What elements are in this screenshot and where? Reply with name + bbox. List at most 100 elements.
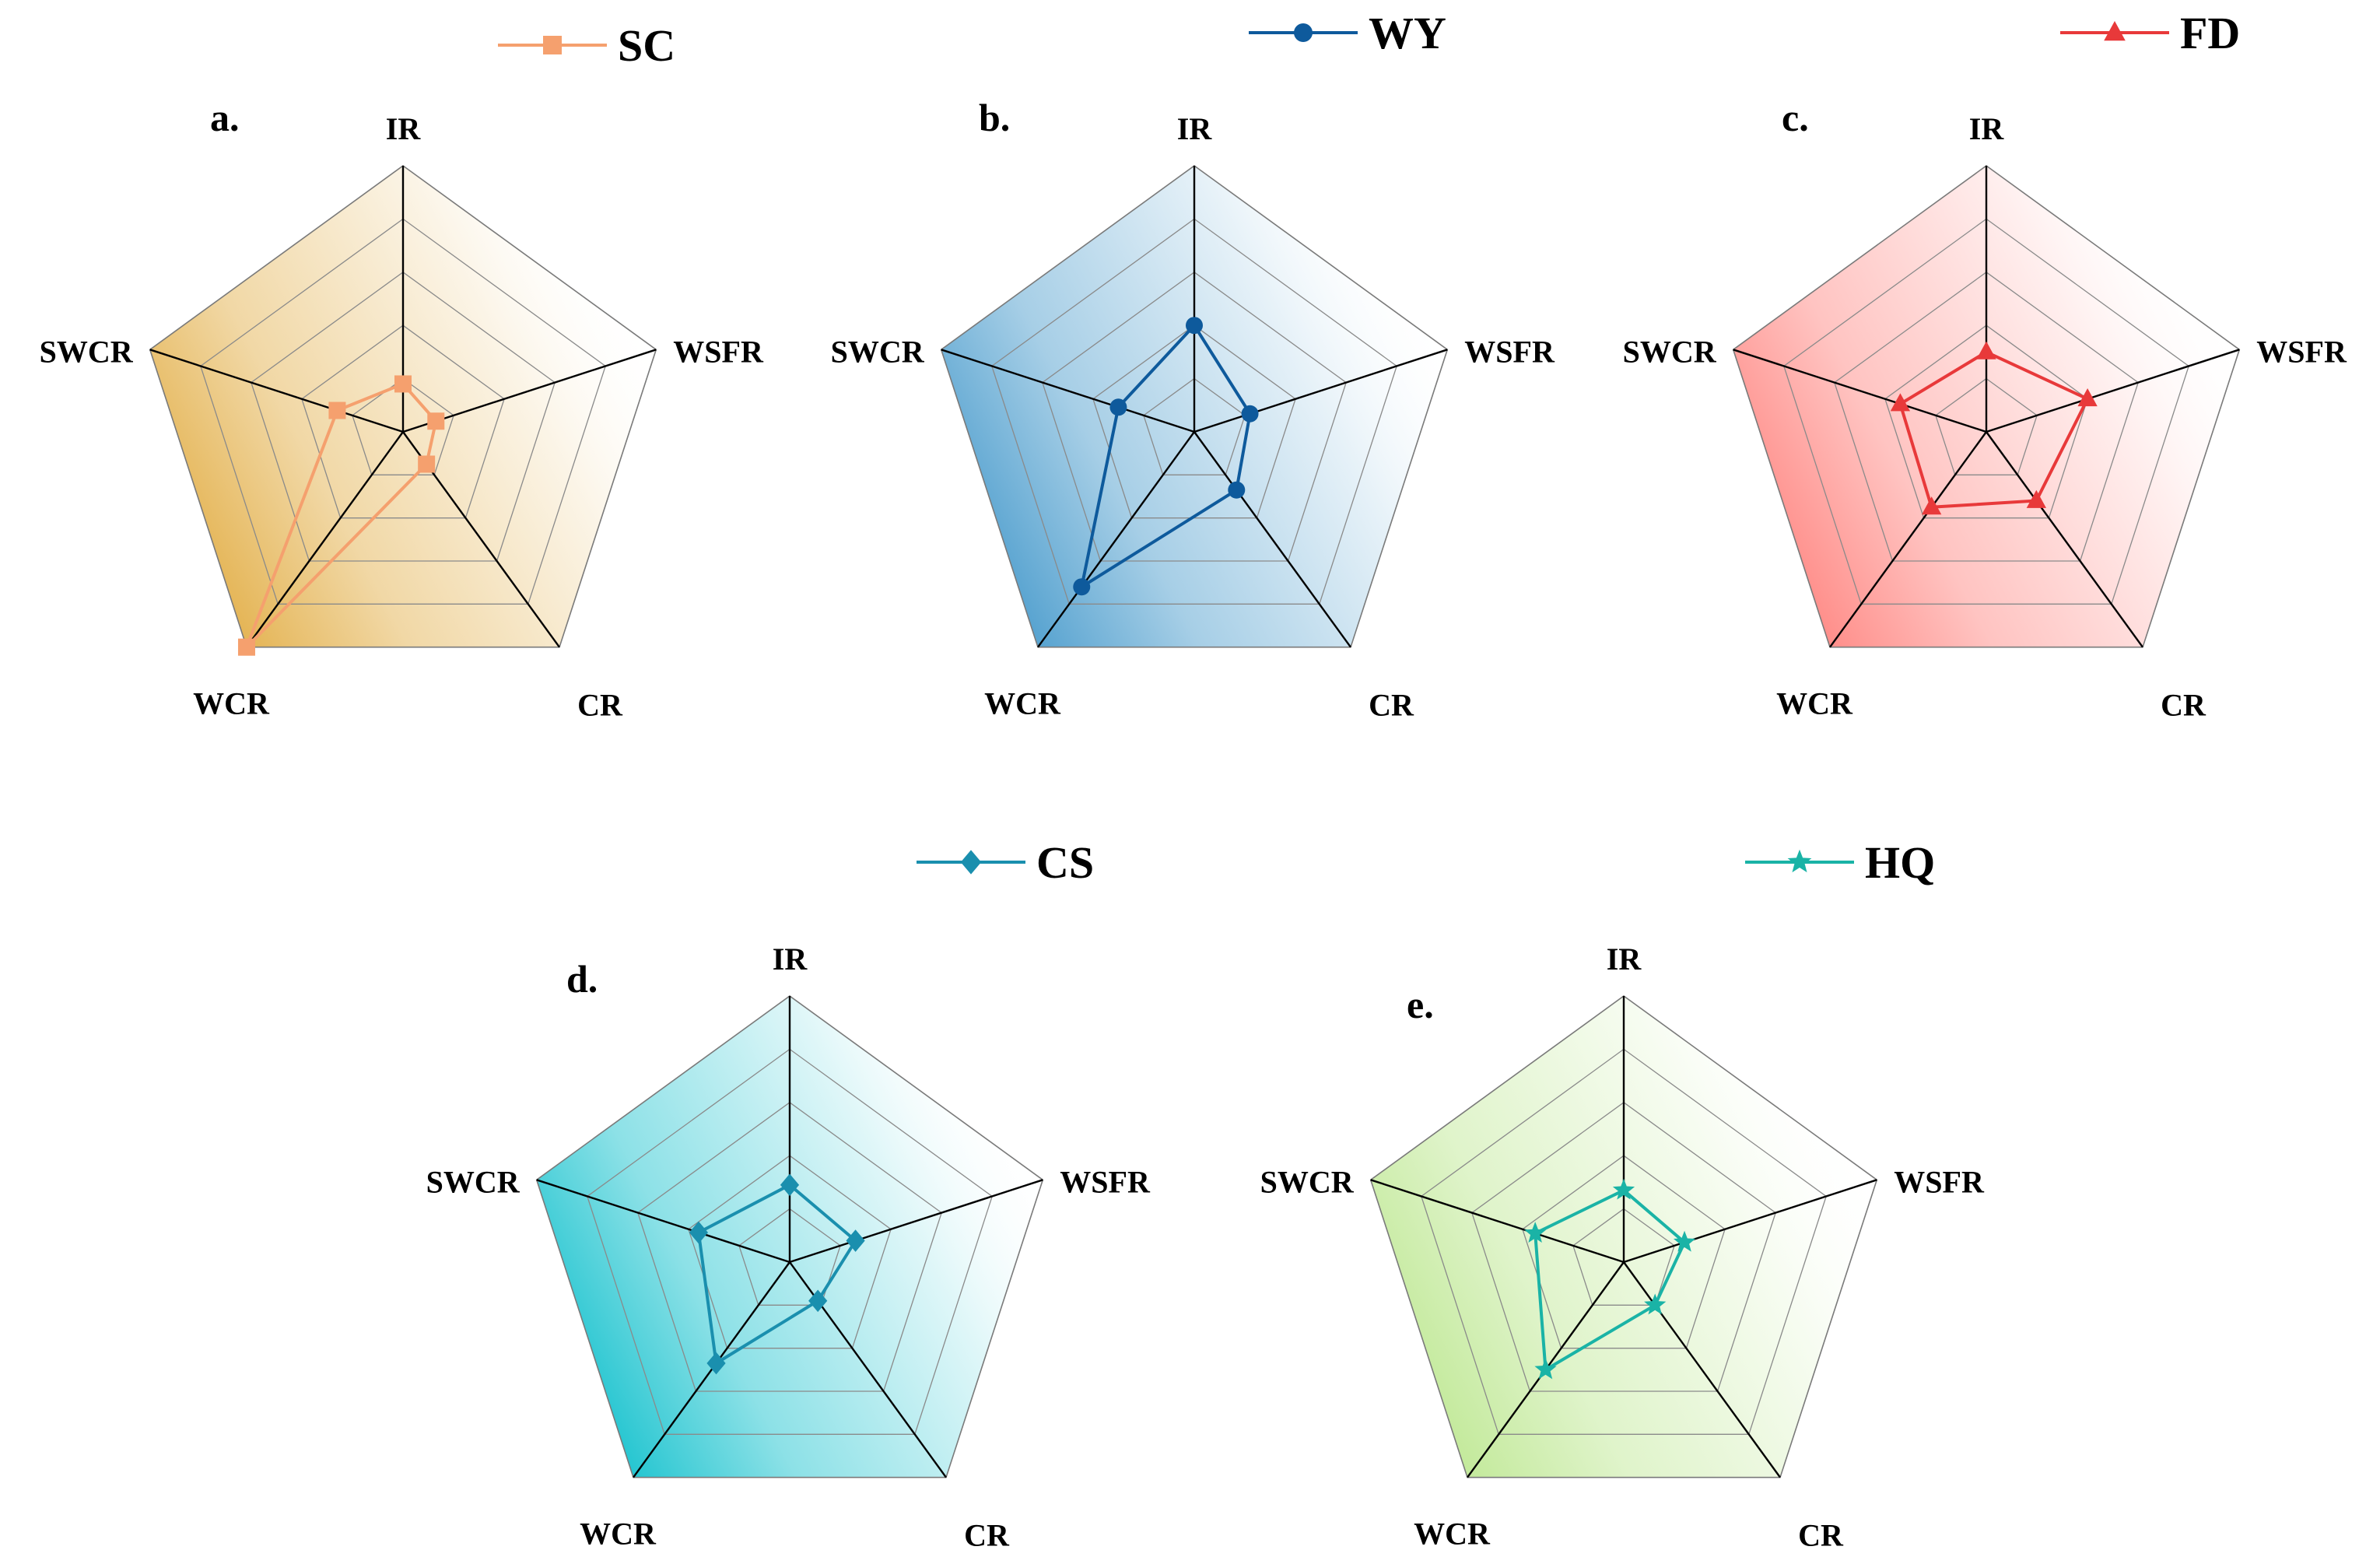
axis-label-wcr: WCR xyxy=(1776,686,1853,721)
data-point-hq-wcr xyxy=(1534,1358,1557,1380)
legend-sc: SC xyxy=(498,20,675,71)
axis-label-cr: CR xyxy=(2161,688,2206,723)
radar-spoke-wcr xyxy=(633,1261,790,1478)
data-point-sc-wsfr xyxy=(427,412,445,430)
legend-marker xyxy=(960,850,982,875)
data-point-sc-ir xyxy=(394,375,412,393)
radar-grid-ring xyxy=(1884,324,2088,519)
legend-label: HQ xyxy=(1865,837,1935,888)
data-point-sc-swcr xyxy=(328,402,346,419)
data-point-wy-cr xyxy=(1228,481,1246,499)
radar-grid-ring xyxy=(251,271,556,562)
axis-label-swcr: SWCR xyxy=(40,334,134,369)
radar-grid-ring xyxy=(1783,218,2189,605)
radar-grid-ring xyxy=(1471,1101,1776,1392)
panel-letter: e. xyxy=(1407,983,1434,1026)
axis-label-cr: CR xyxy=(1798,1518,1844,1553)
data-point-cs-wcr xyxy=(706,1352,726,1375)
radar-spoke-cr xyxy=(1194,431,1351,648)
radar-grid-ring xyxy=(1935,377,2038,475)
data-point-fd-wsfr xyxy=(2077,387,2098,407)
axis-label-wcr: WCR xyxy=(193,686,270,721)
legend-hq: HQ xyxy=(1745,837,1935,888)
axis-label-cr: CR xyxy=(1369,688,1414,723)
data-point-hq-wsfr xyxy=(1673,1230,1696,1252)
axis-label-wcr: WCR xyxy=(580,1517,657,1552)
data-point-hq-ir xyxy=(1612,1178,1635,1200)
radar-spoke-swcr xyxy=(941,349,1195,433)
legend-marker xyxy=(1294,23,1313,42)
radar-spoke-wsfr xyxy=(1623,1179,1877,1264)
legend-marker xyxy=(1787,849,1812,873)
radar-spoke-wsfr xyxy=(402,349,657,433)
radar-grid-ring xyxy=(991,218,1397,605)
radar-panel-cs: IR WSFR CR WCR SWCR d. CS xyxy=(426,837,1151,1553)
data-point-sc-wcr xyxy=(237,638,255,656)
radar-panel-fd: IR WSFR CR WCR SWCR c. FD xyxy=(1623,8,2347,723)
data-point-fd-ir xyxy=(1976,341,1996,359)
data-point-wy-wcr xyxy=(1073,578,1091,596)
radar-grid-ring xyxy=(1421,1048,1827,1435)
radar-spoke-wsfr xyxy=(1986,349,2240,433)
data-point-fd-cr xyxy=(2026,489,2046,508)
panel-letter: a. xyxy=(210,96,240,139)
radar-spoke-swcr xyxy=(1370,1179,1625,1264)
radar-spoke-swcr xyxy=(536,1179,790,1264)
radar-panel-sc: IR WSFR CR WCR SWCR a. SC xyxy=(40,20,764,723)
panel-letter: d. xyxy=(566,957,598,1001)
series-line-hq xyxy=(1534,1188,1687,1372)
axis-label-cr: CR xyxy=(577,688,623,723)
data-point-hq-swcr xyxy=(1524,1222,1547,1243)
data-point-fd-wcr xyxy=(1921,496,1942,515)
axis-label-wsfr: WSFR xyxy=(1060,1164,1151,1199)
axis-label-ir: IR xyxy=(386,111,422,146)
radar-spoke-wsfr xyxy=(1194,349,1448,433)
axis-label-ir: IR xyxy=(1607,942,1642,977)
axis-label-swcr: SWCR xyxy=(426,1164,521,1199)
data-point-cs-swcr xyxy=(689,1221,709,1244)
radar-panel-hq: IR WSFR CR WCR SWCR e. HQ xyxy=(1260,837,1985,1553)
radar-grid-ring xyxy=(1042,271,1347,562)
radar-grid-ring xyxy=(301,324,505,519)
legend-label: WY xyxy=(1369,8,1446,58)
data-point-cs-ir xyxy=(780,1173,800,1197)
axis-label-wsfr: WSFR xyxy=(1894,1164,1985,1199)
legend-label: FD xyxy=(2180,8,2240,58)
radar-spoke-wcr xyxy=(1829,431,1987,648)
legend-label: SC xyxy=(618,20,675,71)
legend-fd: FD xyxy=(2060,8,2240,58)
axis-label-ir: IR xyxy=(1177,111,1213,146)
data-point-sc-cr xyxy=(418,455,436,473)
data-point-cs-cr xyxy=(808,1289,828,1313)
legend-cs: CS xyxy=(917,837,1094,888)
radar-spoke-wcr xyxy=(1037,431,1195,648)
data-point-hq-cr xyxy=(1644,1293,1667,1315)
series-line-cs xyxy=(696,1183,857,1365)
radar-grid-ring xyxy=(738,1208,841,1306)
radar-grid-ring xyxy=(1143,377,1246,475)
series-line-fd xyxy=(1898,350,2090,509)
radar-panel-wy: IR WSFR CR WCR SWCR b. WY xyxy=(831,8,1555,723)
axis-label-wcr: WCR xyxy=(1414,1517,1491,1552)
radar-grid-ring xyxy=(352,377,454,475)
axis-label-ir: IR xyxy=(1969,111,2005,146)
series-line-wy xyxy=(1080,324,1252,589)
data-point-wy-swcr xyxy=(1109,398,1127,416)
radar-spoke-cr xyxy=(1986,431,2143,648)
axis-label-wsfr: WSFR xyxy=(1464,334,1555,369)
axis-label-ir: IR xyxy=(773,942,808,977)
legend-wy: WY xyxy=(1249,8,1446,58)
axis-label-wsfr: WSFR xyxy=(2256,334,2347,369)
legend-marker xyxy=(2104,21,2126,41)
radar-spoke-cr xyxy=(1623,1261,1781,1478)
radar-grid-ring xyxy=(1834,271,2139,562)
radar-grid-ring xyxy=(1572,1208,1675,1306)
axis-label-swcr: SWCR xyxy=(1260,1164,1355,1199)
panel-letter: c. xyxy=(1782,96,1809,139)
radar-grid-ring xyxy=(200,218,606,605)
radar-grid-ring xyxy=(587,1048,993,1435)
radar-spoke-wsfr xyxy=(789,1179,1043,1264)
data-point-fd-swcr xyxy=(1890,393,1911,412)
radar-grid-ring xyxy=(1522,1155,1726,1349)
